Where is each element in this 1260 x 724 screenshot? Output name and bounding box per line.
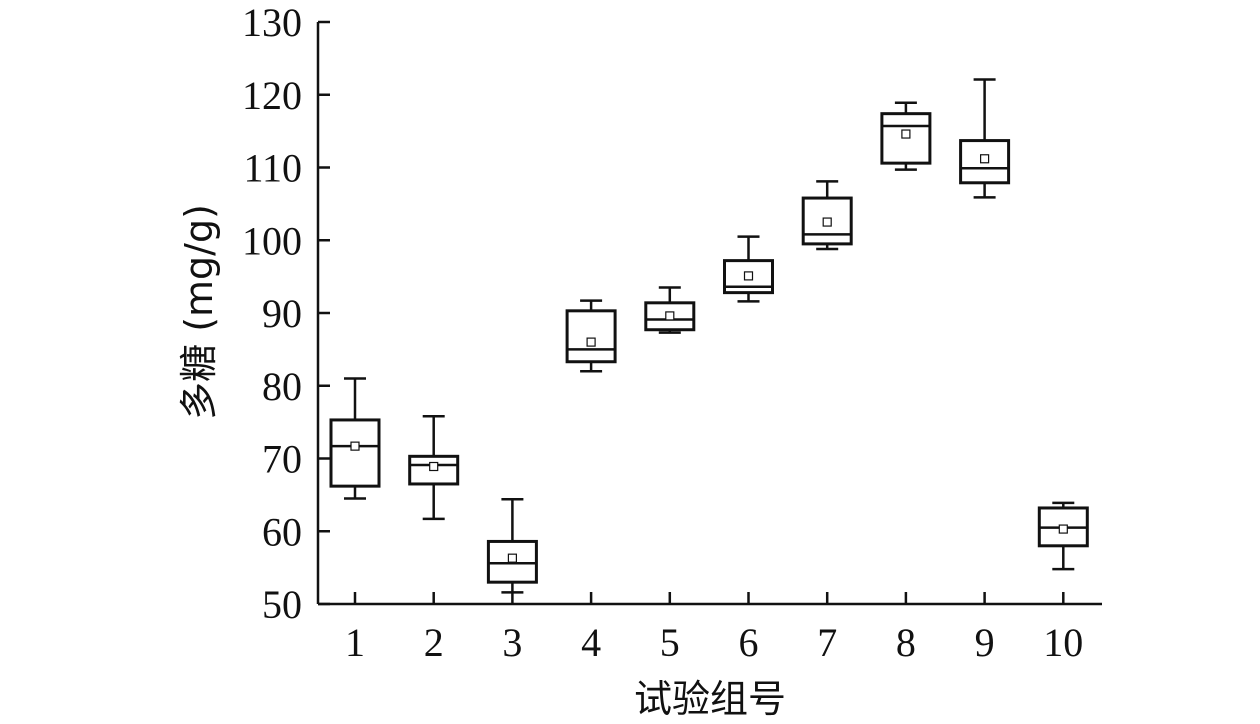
mean-marker (743, 271, 754, 281)
mean-marker (822, 217, 832, 227)
x-tick-label: 5 (660, 620, 680, 665)
box-group (565, 299, 617, 373)
x-tick-label: 9 (975, 620, 995, 665)
mean-marker (901, 129, 911, 139)
x-tick-label: 4 (581, 620, 601, 665)
box-group (959, 78, 1011, 199)
mean-marker (979, 154, 990, 164)
mean-marker (429, 461, 439, 472)
y-tick-label: 80 (262, 364, 302, 409)
x-ticks: 1 2 3 4 5 6 7 8 9 10 (345, 592, 1083, 665)
box-group (801, 180, 853, 251)
x-tick-label: 3 (502, 620, 522, 665)
y-tick-label: 120 (242, 73, 302, 118)
x-tick-label: 2 (424, 620, 444, 665)
x-tick-label: 7 (817, 620, 837, 665)
x-tick-label: 8 (896, 620, 916, 665)
y-tick-label: 60 (262, 509, 302, 554)
boxes (329, 78, 1089, 594)
y-tick-label: 130 (242, 0, 302, 45)
x-axis-label: 试验组号 (634, 677, 786, 721)
box-group (723, 235, 774, 303)
y-tick-label: 50 (262, 582, 302, 627)
y-ticks: 50 60 70 80 90 100 110 120 130 (242, 0, 330, 627)
iqr-box (329, 418, 381, 488)
box-group (486, 497, 538, 594)
mean-marker (665, 311, 675, 321)
mean-marker (350, 441, 360, 451)
x-tick-label: 6 (739, 620, 759, 665)
y-tick-label: 110 (243, 146, 302, 191)
box-group (408, 415, 460, 521)
mean-marker (1058, 524, 1068, 534)
y-tick-label: 70 (262, 437, 302, 482)
box-group (1037, 501, 1089, 571)
box-group (880, 101, 932, 171)
x-tick-label: 10 (1043, 620, 1083, 665)
y-axis-label: 多糖 (mg/g) (177, 204, 221, 420)
x-tick-label: 1 (345, 620, 365, 665)
box-group (644, 286, 696, 334)
mean-marker (586, 337, 596, 347)
iqr-box (565, 309, 617, 364)
mean-marker (507, 553, 517, 563)
y-tick-label: 100 (242, 218, 302, 263)
box-group (329, 377, 381, 500)
y-tick-label: 90 (262, 291, 302, 336)
